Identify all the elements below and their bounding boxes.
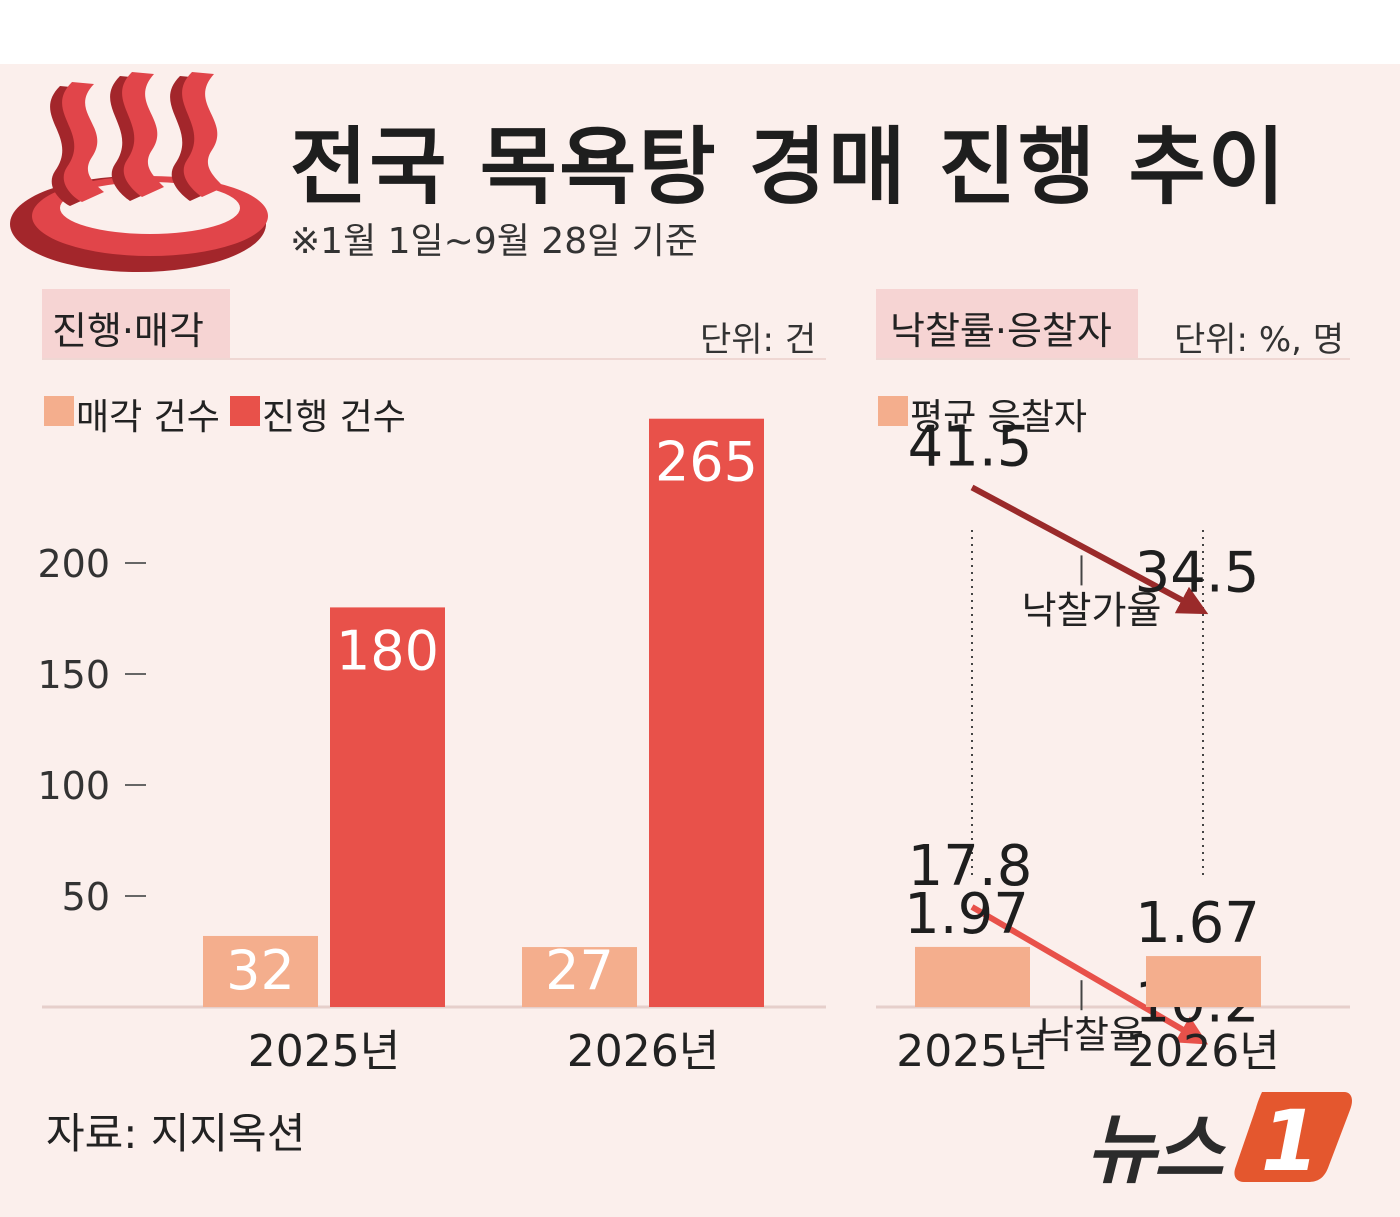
left-section-tab [42, 289, 230, 359]
news1-logo-text: 뉴스 [1086, 1105, 1224, 1194]
news1-logo-mark: 1 [1234, 1092, 1352, 1186]
y-tick-label-50: 50 [62, 875, 110, 919]
x-tick-label-2025년: 2025년 [248, 1026, 400, 1077]
line-label-낙찰가율: 낙찰가율 [1022, 588, 1162, 632]
line-series-낙찰율 [970, 904, 1209, 1045]
y-tick-label-100: 100 [37, 764, 110, 808]
bar-avg-bidders-2026년 [1146, 956, 1261, 1007]
bar-sold-2025년 [203, 935, 318, 1007]
y-tick-label-150: 150 [37, 653, 110, 697]
news1-logo-digit: 1 [1261, 1092, 1319, 1186]
left-unit-label: 단위: 건 [700, 320, 817, 360]
x-tick-label-2026년: 2026년 [567, 1026, 719, 1077]
right-unit-label: 단위: %, 명 [1174, 320, 1345, 360]
page-title: 전국 목욕탕 경매 진행 추이 [290, 118, 1288, 216]
legend-label-progress: 진행 건수 [262, 397, 406, 438]
bar-avg-bidders-2025년 [915, 946, 1030, 1007]
right-x-tick-label-2025년: 2025년 [896, 1026, 1048, 1077]
legend-swatch-avg-bidders [878, 396, 908, 426]
data-label-sold-2026년: 27 [545, 939, 614, 1002]
line-label-낙찰율: 낙찰율 [1039, 1013, 1144, 1057]
data-label-sold-2025년: 32 [226, 939, 295, 1002]
y-tick-label-200: 200 [37, 542, 110, 586]
legend-label-avg-bidders: 평균 응찰자 [910, 397, 1088, 438]
data-label-avg-bidders-2025년: 1.97 [904, 882, 1029, 947]
legend-swatch-progress [230, 396, 260, 426]
data-label-낙찰율-0: 17.8 [908, 834, 1033, 899]
legend-label-sold: 매각 건수 [76, 397, 220, 438]
data-label-낙찰가율-1: 34.5 [1135, 540, 1260, 605]
legend-swatch-sold [44, 396, 74, 426]
right-x-tick-label-2026년: 2026년 [1127, 1026, 1279, 1077]
left-section-rule [42, 358, 826, 360]
data-label-progress-2025년: 180 [336, 619, 439, 682]
line-series-낙찰가율 [970, 484, 1209, 615]
right-section-label: 낙찰률·응찰자 [890, 309, 1112, 353]
left-section-label: 진행·매각 [52, 309, 204, 353]
source-note: 자료: 지지옥션 [46, 1109, 306, 1158]
page-subtitle: ※1월 1일~9월 28일 기준 [290, 221, 698, 262]
bar-progress-2026년 [649, 418, 764, 1007]
hot-spring-icon [10, 72, 268, 272]
bar-progress-2025년 [330, 607, 445, 1007]
data-label-avg-bidders-2026년: 1.67 [1135, 891, 1260, 956]
data-label-progress-2026년: 265 [655, 431, 758, 494]
data-label-낙찰가율-0: 41.5 [908, 414, 1033, 479]
right-section-tab [876, 289, 1138, 359]
right-section-rule [876, 358, 1350, 360]
bar-sold-2026년 [522, 947, 637, 1007]
